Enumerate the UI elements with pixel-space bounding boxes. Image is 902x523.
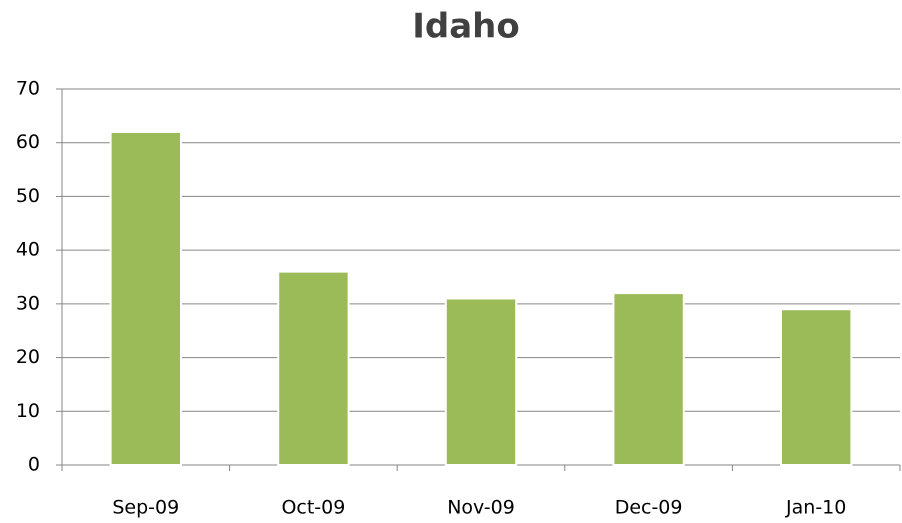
bar <box>109 130 182 466</box>
x-tick-label: Oct-09 <box>281 497 345 519</box>
bar <box>612 292 685 466</box>
y-tick-label: 50 <box>16 185 40 207</box>
y-tick-label: 60 <box>16 131 40 153</box>
y-tick-label: 10 <box>16 400 40 422</box>
bar <box>780 308 853 466</box>
bar <box>277 270 350 466</box>
y-tick-label: 40 <box>16 239 40 261</box>
y-tick-label: 70 <box>16 78 40 100</box>
chart-title: Idaho <box>412 7 520 47</box>
x-tick-label: Jan-10 <box>785 497 846 519</box>
x-tick-label: Dec-09 <box>615 497 683 519</box>
y-tick-label: 20 <box>16 346 40 368</box>
x-tick-label: Sep-09 <box>112 497 179 519</box>
bar <box>444 297 518 466</box>
y-tick-label: 30 <box>16 292 40 314</box>
y-tick-label: 0 <box>28 454 40 476</box>
x-tick-label: Nov-09 <box>447 497 515 519</box>
